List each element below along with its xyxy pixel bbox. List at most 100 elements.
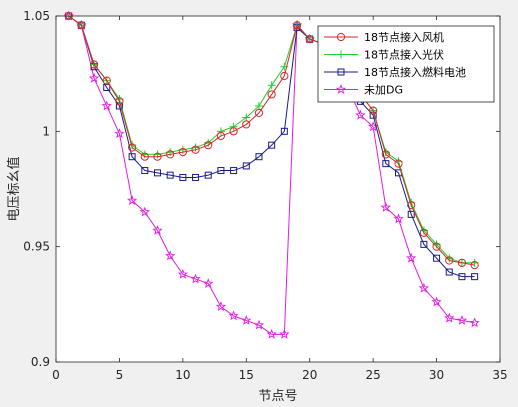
- data-point: [381, 150, 390, 159]
- data-point: [128, 153, 136, 161]
- data-point: [192, 173, 200, 181]
- data-point: [215, 301, 227, 312]
- data-point: [229, 127, 238, 136]
- series-line-3: [68, 15, 475, 335]
- data-point: [126, 195, 138, 205]
- y-tick-label: 1: [42, 124, 50, 138]
- data-point: [266, 328, 277, 339]
- legend-marker: [335, 84, 347, 94]
- x-axis-label: 节点号: [258, 389, 297, 404]
- data-point: [229, 122, 238, 131]
- data-point: [241, 315, 252, 325]
- data-point: [432, 242, 441, 251]
- data-point: [280, 127, 288, 135]
- data-point: [469, 317, 480, 328]
- data-point: [242, 113, 251, 122]
- axes-layer: 0 5 10 15 20 25 30 35 0.9 0.95 1 1.05 节点号 电压标幺值: [6, 9, 508, 404]
- data-point: [456, 315, 468, 325]
- x-tick-label: 10: [175, 368, 190, 382]
- data-point: [268, 141, 276, 149]
- legend-label: 18节点接入光伏: [364, 48, 444, 62]
- series-3: [63, 10, 480, 339]
- y-axis-label: 电压标幺值: [6, 156, 22, 221]
- legend-label: 18节点接入风机: [364, 30, 444, 44]
- data-point: [115, 97, 124, 106]
- legend-label: 未加DG: [364, 84, 403, 97]
- data-point: [431, 296, 442, 307]
- data-point: [153, 152, 162, 161]
- y-tick-label: 1.05: [23, 9, 50, 23]
- data-point: [166, 150, 175, 159]
- x-tick-label: 25: [366, 368, 381, 382]
- x-tick-label: 15: [239, 368, 254, 382]
- data-point: [382, 160, 390, 168]
- data-point: [292, 21, 302, 30]
- x-tick-label: 35: [492, 368, 507, 382]
- data-point: [242, 120, 251, 129]
- data-point: [280, 71, 289, 81]
- legend-marker: [337, 68, 345, 76]
- legend-entry: 未加DG: [324, 84, 403, 97]
- legend-entry: 18节点接入光伏: [324, 48, 444, 62]
- data-point: [394, 159, 403, 168]
- series-layer: [63, 10, 480, 339]
- data-point: [88, 72, 100, 83]
- data-point: [204, 171, 212, 179]
- data-point: [369, 106, 378, 115]
- data-point: [216, 131, 226, 141]
- data-point: [152, 225, 163, 235]
- data-point: [380, 201, 392, 212]
- data-point: [141, 167, 149, 175]
- data-point: [164, 250, 176, 261]
- data-point: [204, 141, 213, 150]
- data-point: [393, 213, 404, 224]
- legend-box: [317, 25, 495, 103]
- data-point: [355, 109, 366, 120]
- series-line-0: [68, 15, 475, 266]
- data-point: [102, 76, 111, 85]
- data-point: [279, 328, 290, 339]
- data-point: [89, 60, 99, 69]
- legend-marker: [336, 32, 346, 42]
- data-point: [166, 171, 174, 179]
- data-point: [177, 268, 189, 279]
- data-point: [101, 100, 112, 111]
- data-point: [255, 153, 263, 161]
- data-point: [444, 312, 455, 323]
- data-point: [458, 273, 466, 281]
- data-point: [114, 128, 125, 139]
- data-point: [407, 201, 416, 210]
- data-point: [217, 167, 225, 175]
- data-point: [139, 206, 150, 217]
- data-point: [128, 143, 137, 152]
- data-point: [445, 256, 454, 265]
- data-point: [153, 169, 161, 177]
- data-point: [178, 147, 187, 157]
- x-tick-label: 30: [429, 368, 444, 382]
- x-tick-label: 5: [116, 368, 124, 382]
- data-point: [305, 34, 314, 44]
- series-0: [64, 11, 479, 270]
- data-point: [407, 210, 415, 218]
- x-tick-label: 20: [302, 368, 317, 382]
- data-point: [77, 21, 86, 30]
- data-point: [230, 167, 238, 175]
- data-point: [419, 228, 428, 237]
- legend-label: 18节点接入燃料电池: [364, 65, 466, 79]
- data-point: [203, 278, 214, 288]
- x-tick-label: 0: [52, 368, 60, 382]
- data-point: [254, 101, 263, 110]
- axes-box: [55, 15, 501, 363]
- data-point: [253, 319, 265, 330]
- data-point: [470, 261, 479, 270]
- series-line-2: [68, 15, 475, 278]
- data-point: [406, 252, 417, 263]
- legend-entry: 18节点接入燃料电池: [324, 65, 466, 79]
- data-point: [457, 258, 467, 267]
- data-point: [418, 282, 430, 293]
- data-point: [190, 273, 201, 284]
- data-point: [433, 254, 441, 262]
- legend-entry: 18节点接入风机: [324, 30, 444, 44]
